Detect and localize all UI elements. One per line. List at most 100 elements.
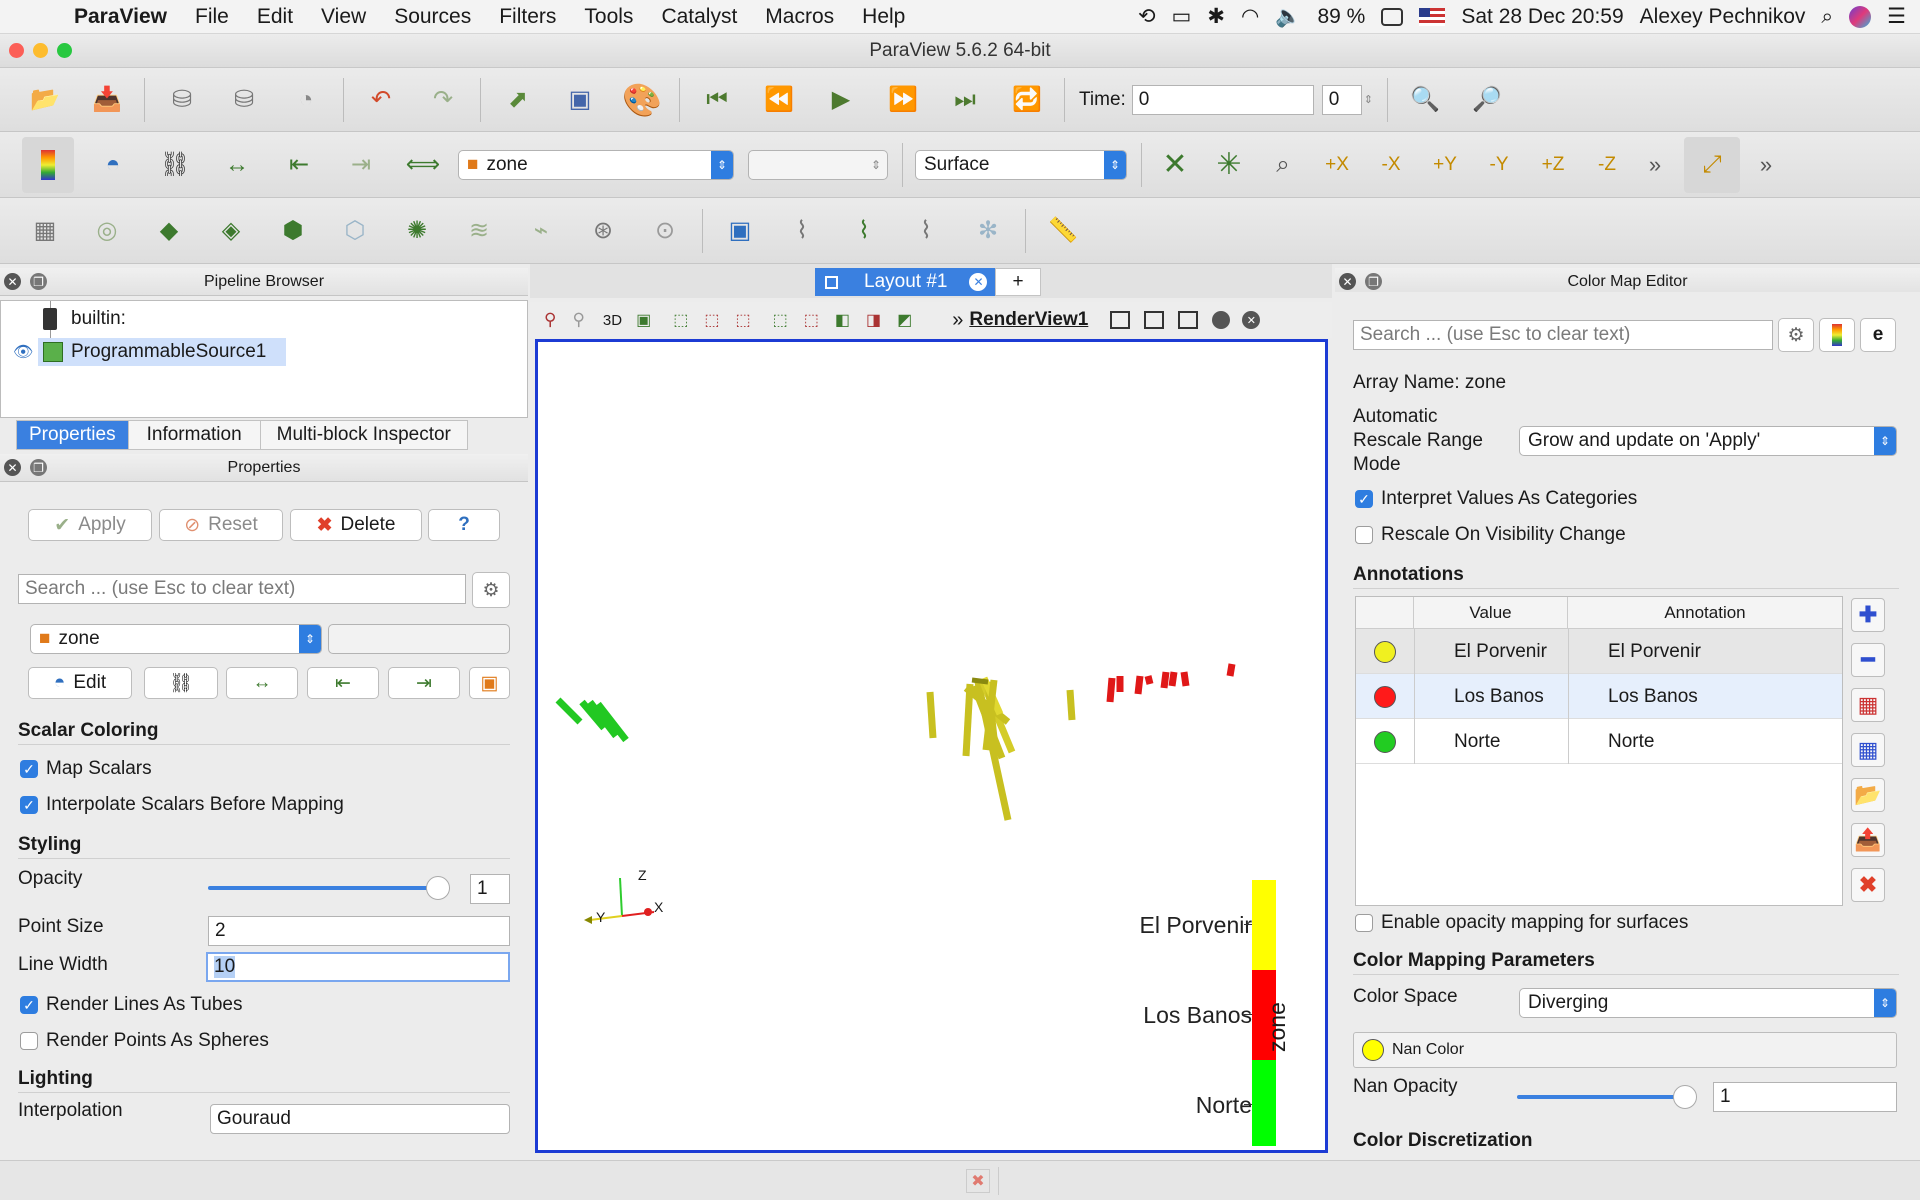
edit-colormap-icon[interactable]: ◓ <box>105 150 121 178</box>
remove-annotation-icon[interactable]: ━ <box>1851 643 1885 677</box>
clear-selection-icon[interactable]: ◩ <box>897 312 913 329</box>
color-space-combo[interactable]: Diverging ⇕ <box>1519 988 1897 1018</box>
rescale-visibility-checkbox[interactable]: Rescale On Visibility Change <box>1355 524 1626 546</box>
annotation-text[interactable]: Los Banos <box>1608 685 1698 707</box>
opacity-slider-track[interactable] <box>208 886 440 890</box>
table-row[interactable]: Los Banos Los Banos <box>1356 674 1842 719</box>
nan-opacity-slider-track[interactable] <box>1517 1095 1685 1099</box>
save-presets-icon[interactable]: 📤 <box>1851 823 1885 857</box>
tab-information[interactable]: Information <box>127 420 260 450</box>
advanced-settings-gear-icon[interactable]: ⚙ <box>472 572 510 608</box>
connect-server-icon[interactable]: ⛁ <box>171 86 193 113</box>
zoom-window-button[interactable] <box>57 43 72 58</box>
notification-center-icon[interactable]: ☰ <box>1887 5 1906 28</box>
use-separate-colormap-icon[interactable]: ⛓ <box>159 151 191 178</box>
select-cells-icon[interactable]: ⬚ <box>673 312 689 329</box>
choose-preset-icon[interactable] <box>1819 318 1855 352</box>
colormap-gear-icon[interactable]: ⚙ <box>1778 318 1814 352</box>
bluetooth-icon[interactable]: ✱ <box>1207 5 1225 28</box>
open-file-icon[interactable]: 📂 <box>30 86 60 113</box>
annotation-text[interactable]: Norte <box>1608 730 1655 752</box>
table-header-annotation[interactable]: Annotation <box>1568 597 1842 629</box>
select-polygon-icon[interactable]: ⬚ <box>803 312 819 329</box>
extract-level-icon[interactable]: ⊙ <box>654 217 676 244</box>
calculator-icon[interactable]: ▦ <box>33 217 57 244</box>
airplay-icon[interactable]: ▭ <box>1171 5 1192 28</box>
annotation-value[interactable]: Norte <box>1454 730 1501 752</box>
nan-opacity-slider-handle[interactable] <box>1673 1085 1697 1109</box>
stream-tracer-icon[interactable]: ≋ <box>468 217 490 244</box>
zoom-to-box-icon[interactable]: ⌕ <box>1276 150 1290 178</box>
overflow-chevron-icon[interactable]: » <box>1648 151 1662 177</box>
float-panel-icon[interactable]: ❐ <box>1365 273 1382 290</box>
annotation-text[interactable]: El Porvenir <box>1608 640 1701 662</box>
close-panel-icon[interactable]: ✕ <box>4 459 21 476</box>
extract-subset-icon[interactable]: ⬡ <box>344 217 366 244</box>
menu-catalyst[interactable]: Catalyst <box>661 4 738 28</box>
rescale-data-button[interactable]: ↔ <box>226 667 298 699</box>
minimize-window-button[interactable] <box>33 43 48 58</box>
extract-selection-icon[interactable]: ✻ <box>977 217 999 244</box>
menu-edit[interactable]: Edit <box>256 4 294 28</box>
coloring-combo[interactable]: ■ zone ⇕ <box>30 624 322 654</box>
tab-multiblock-inspector[interactable]: Multi-block Inspector <box>259 420 468 450</box>
opacity-slider-handle[interactable] <box>426 876 450 900</box>
select-frustum-icon[interactable]: ⬚ <box>735 312 751 329</box>
keyboard-layout-flag-icon[interactable] <box>1419 7 1446 26</box>
close-panel-icon[interactable]: ✕ <box>1339 273 1356 290</box>
clock[interactable]: Sat 28 Dec 20:59 <box>1461 4 1624 28</box>
battery-icon[interactable] <box>1381 7 1404 26</box>
colormap-search-input[interactable]: Search ... (use Esc to clear text) <box>1353 320 1773 350</box>
plot-data-icon[interactable]: ⌇ <box>920 217 932 244</box>
undo-icon[interactable]: ↶ <box>370 86 392 113</box>
point-size-input[interactable]: 2 <box>208 916 510 946</box>
next-frame-icon[interactable]: ⏩ <box>888 86 918 113</box>
time-input[interactable]: 0 <box>1131 84 1314 115</box>
rescale-mode-combo[interactable]: Grow and update on 'Apply' ⇕ <box>1519 426 1897 456</box>
opacity-mapping-checkbox[interactable]: Enable opacity mapping for surfaces <box>1355 912 1688 934</box>
output-messages-icon[interactable]: ✖ <box>966 1169 990 1193</box>
toggle-3d-button[interactable]: 3D <box>602 311 623 329</box>
close-view-icon[interactable]: ✕ <box>1242 311 1261 329</box>
time-index-spinbox[interactable]: 0 <box>1321 84 1362 115</box>
interpolate-scalars-checkbox[interactable]: ✓ Interpolate Scalars Before Mapping <box>20 794 344 816</box>
eye-visibility-icon[interactable]: 👁 <box>13 344 34 361</box>
layout-tab[interactable]: Layout #1 ✕ <box>815 268 995 296</box>
representation-combo[interactable]: Surface ⇕ <box>915 149 1127 180</box>
color-palette-icon[interactable]: 🎨 <box>622 81 662 118</box>
reset-button[interactable]: ⊘ Reset <box>159 509 283 541</box>
add-active-values-icon[interactable]: ▦ <box>1851 688 1885 722</box>
slice-icon[interactable]: ◈ <box>221 217 241 244</box>
load-presets-icon[interactable]: 📂 <box>1851 778 1885 812</box>
view-plus-z-button[interactable]: +Z <box>1541 153 1565 175</box>
render-view-canvas[interactable]: Z Y X El Porvenir Los Banos Norte zone <box>535 339 1328 1153</box>
rescale-custom-range-icon[interactable]: ⇤ <box>288 151 310 178</box>
menu-view[interactable]: View <box>321 4 367 28</box>
edit-colormap-button[interactable]: ◓ Edit <box>28 667 132 699</box>
properties-search-input[interactable]: Search ... (use Esc to clear text) <box>18 574 466 604</box>
rescale-temporal-button[interactable]: ⇥ <box>388 667 460 699</box>
rescale-visible-button[interactable]: ▣ <box>469 667 510 699</box>
toggle-color-legend-icon[interactable] <box>22 136 74 193</box>
ruler-icon[interactable]: 📏 <box>1048 217 1078 244</box>
rescale-temporal-range-icon[interactable]: ⇥ <box>350 151 372 178</box>
close-window-button[interactable] <box>9 43 24 58</box>
interpolation-combo[interactable]: Gouraud <box>210 1104 510 1134</box>
coloring-component-combo[interactable] <box>328 624 510 654</box>
capture-selection-icon[interactable]: ⚲ <box>572 310 585 329</box>
add-query-icon[interactable]: 🔎 <box>1472 86 1502 113</box>
siri-icon[interactable] <box>1849 5 1872 28</box>
view-plus-x-button[interactable]: +X <box>1325 153 1349 175</box>
add-layout-button[interactable]: + <box>995 268 1041 296</box>
zoom-to-data-icon[interactable]: ✳ <box>1216 148 1242 181</box>
view-minus-z-button[interactable]: -Z <box>1598 153 1616 175</box>
first-frame-icon[interactable]: ⏮ <box>706 85 728 113</box>
color-legend[interactable]: El Porvenir Los Banos Norte zone <box>1028 880 1298 1146</box>
select-block-icon[interactable]: ⬚ <box>772 312 788 329</box>
time-index-stepper-icon[interactable]: ⇕ <box>1363 94 1374 106</box>
battery-percent[interactable]: 89 % <box>1317 4 1366 28</box>
hover-points-icon[interactable]: ◨ <box>865 312 882 329</box>
split-horizontal-icon[interactable] <box>1110 311 1131 329</box>
play-icon[interactable]: ▶ <box>831 86 851 113</box>
redo-icon[interactable]: ↷ <box>432 86 454 113</box>
